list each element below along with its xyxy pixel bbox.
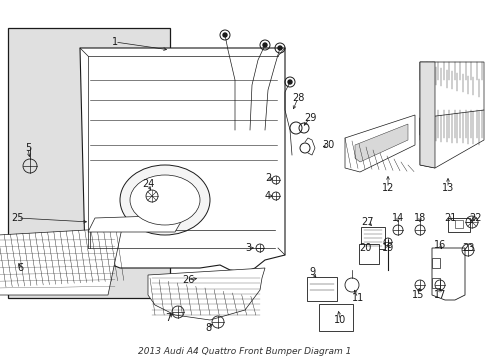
Text: 27: 27 [361, 217, 373, 227]
Text: 7: 7 [164, 313, 171, 323]
FancyBboxPatch shape [360, 227, 384, 249]
Polygon shape [419, 110, 483, 168]
Text: 4: 4 [264, 191, 270, 201]
Ellipse shape [120, 165, 209, 235]
Polygon shape [345, 115, 414, 172]
Text: 29: 29 [303, 113, 316, 123]
Ellipse shape [130, 175, 200, 225]
Polygon shape [354, 124, 407, 162]
Text: 5: 5 [25, 143, 31, 153]
Text: 24: 24 [142, 179, 154, 189]
Text: 13: 13 [441, 183, 453, 193]
Text: 6: 6 [17, 263, 23, 273]
Polygon shape [80, 48, 285, 272]
Text: 23: 23 [461, 243, 473, 253]
Text: 10: 10 [333, 315, 346, 325]
Polygon shape [0, 228, 122, 295]
FancyBboxPatch shape [318, 304, 352, 331]
Text: 30: 30 [321, 140, 333, 150]
Text: 17: 17 [433, 290, 445, 300]
Text: 28: 28 [291, 93, 304, 103]
Polygon shape [148, 268, 264, 320]
Text: 20: 20 [358, 243, 370, 253]
Bar [8, 28, 170, 298]
Circle shape [263, 43, 266, 47]
Text: 25: 25 [12, 213, 24, 223]
Polygon shape [419, 62, 483, 138]
Circle shape [278, 46, 282, 50]
Text: 22: 22 [468, 213, 480, 223]
Circle shape [287, 80, 291, 84]
Text: 21: 21 [443, 213, 455, 223]
Bar [431, 258, 439, 268]
Text: 11: 11 [351, 293, 364, 303]
Text: 2013 Audi A4 Quattro Front Bumper Diagram 1: 2013 Audi A4 Quattro Front Bumper Diagra… [138, 347, 350, 356]
Text: 18: 18 [413, 213, 425, 223]
Text: 14: 14 [391, 213, 403, 223]
Text: 2: 2 [264, 173, 270, 183]
Text: 1: 1 [112, 37, 118, 47]
Text: 8: 8 [204, 323, 211, 333]
Text: 9: 9 [308, 267, 314, 277]
Text: 26: 26 [182, 275, 194, 285]
FancyBboxPatch shape [358, 244, 378, 264]
Polygon shape [431, 248, 464, 300]
Bar [431, 278, 439, 288]
Text: 15: 15 [411, 290, 423, 300]
Polygon shape [419, 62, 434, 168]
Text: 12: 12 [381, 183, 393, 193]
Circle shape [223, 33, 226, 37]
Polygon shape [88, 215, 184, 232]
FancyBboxPatch shape [306, 277, 336, 301]
Bar [454, 220, 462, 228]
Polygon shape [447, 218, 469, 232]
Text: 19: 19 [381, 243, 393, 253]
Text: 16: 16 [433, 240, 445, 250]
Text: 3: 3 [244, 243, 250, 253]
